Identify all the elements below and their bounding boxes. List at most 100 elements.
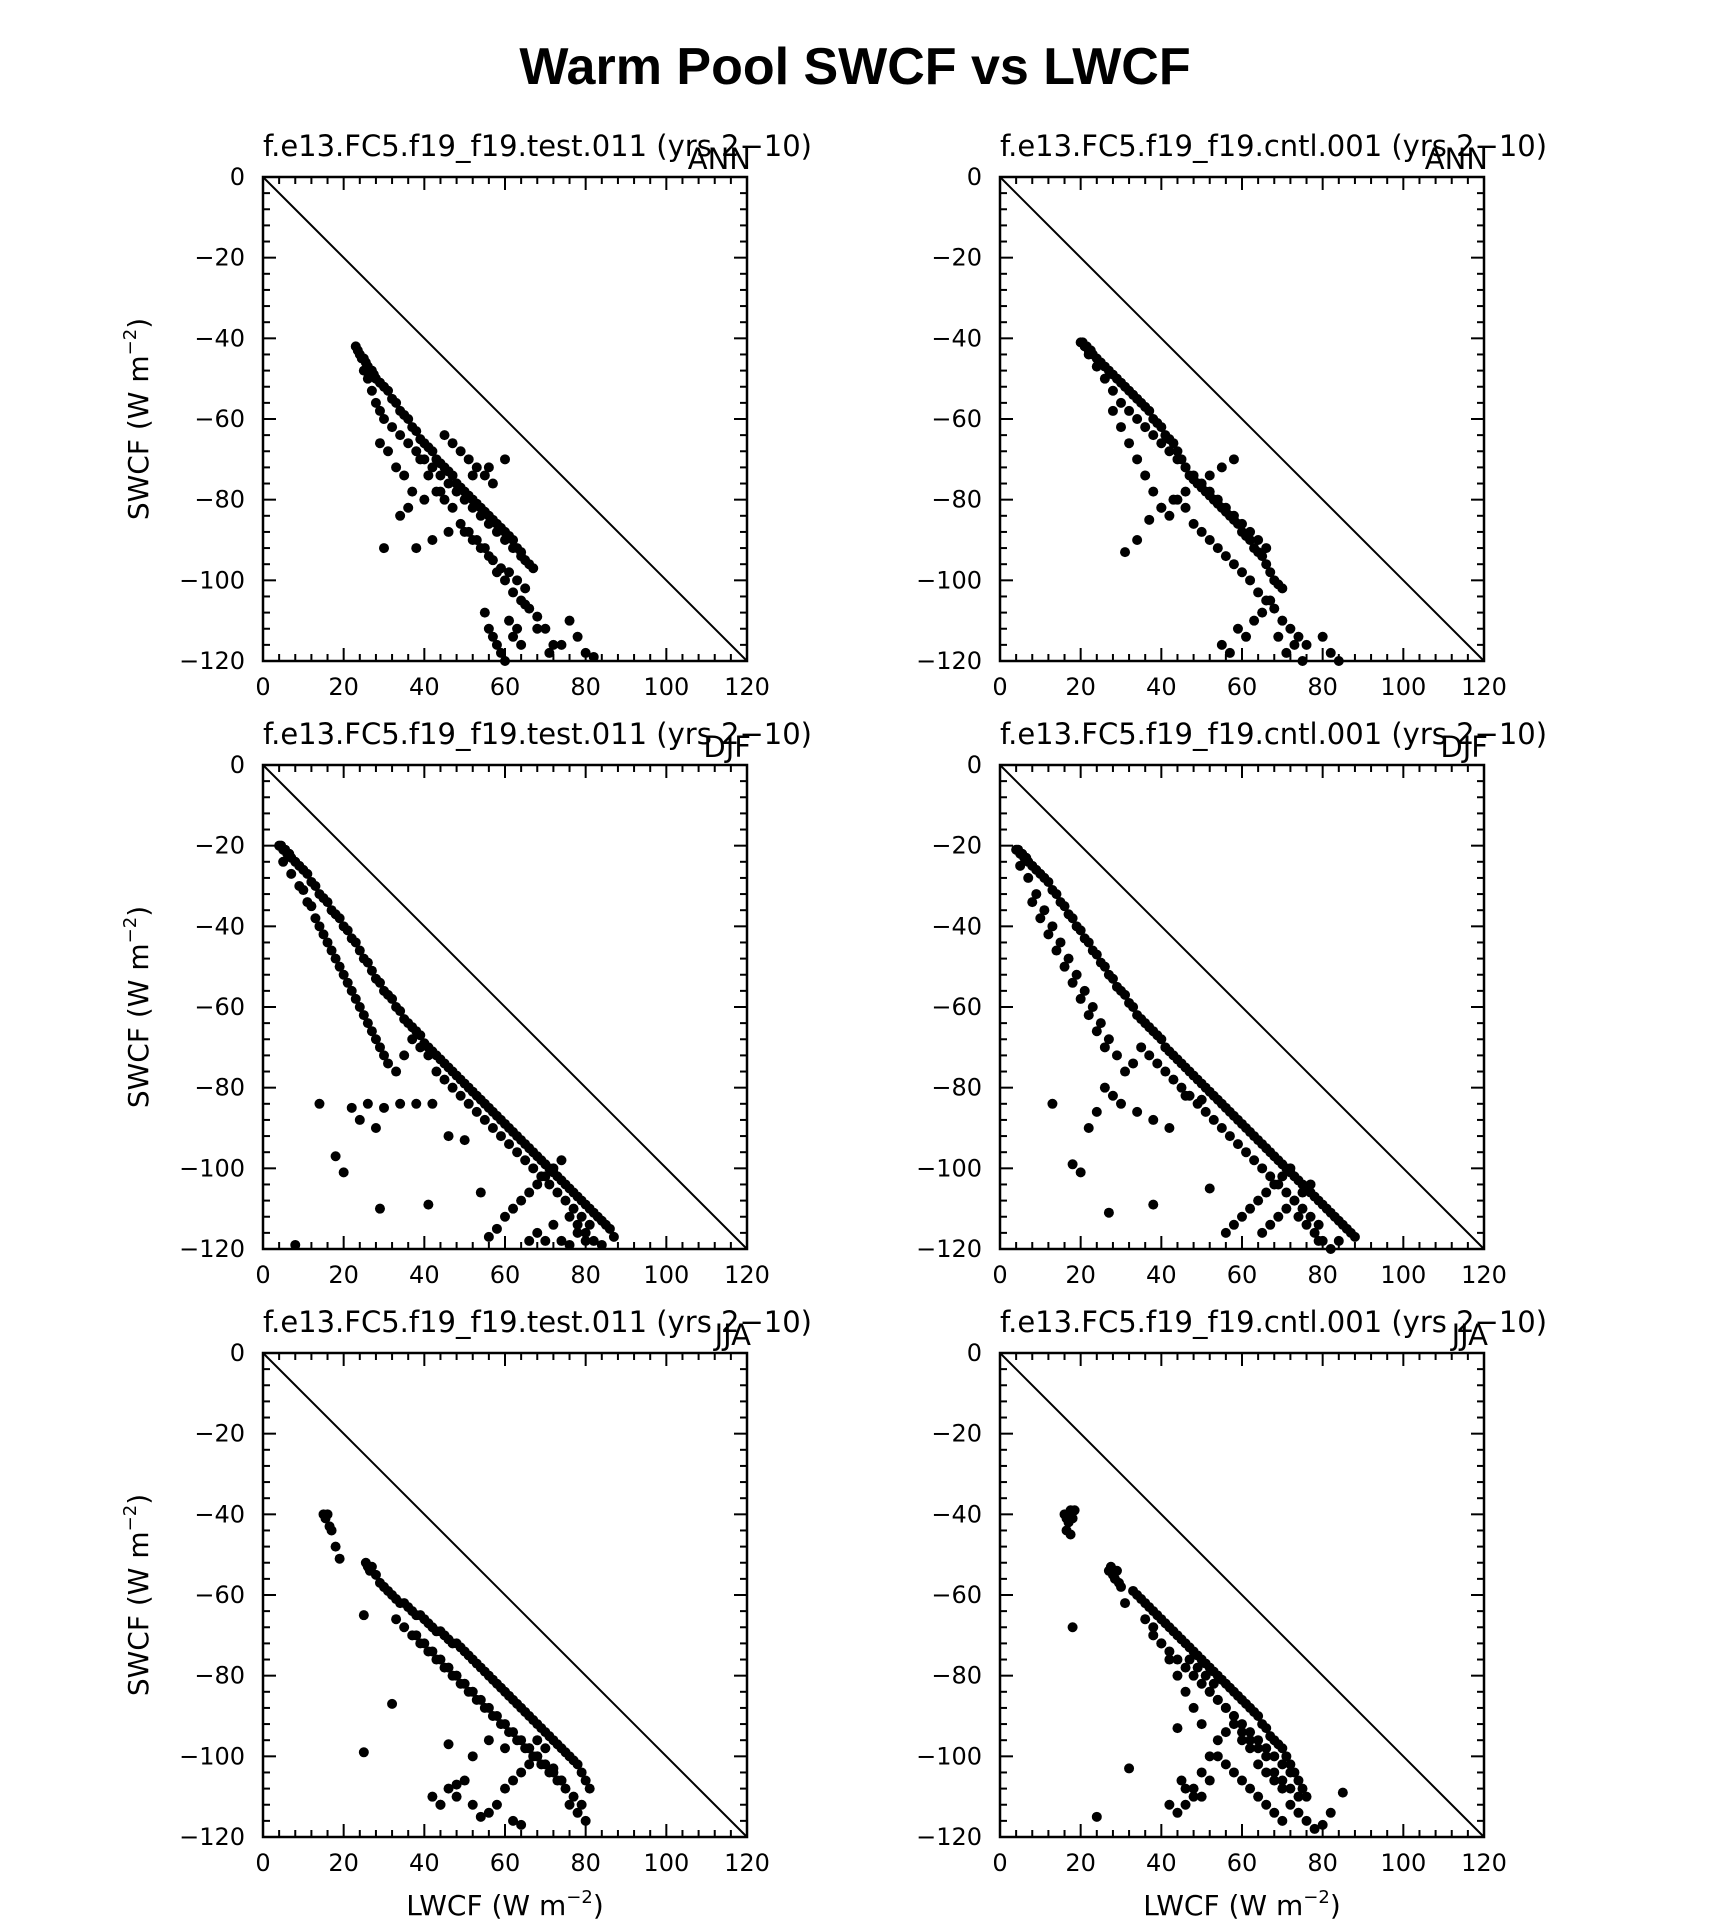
axis-ticks [999, 176, 1485, 662]
data-point [483, 623, 494, 634]
data-point [1091, 1026, 1102, 1037]
data-point [1144, 1050, 1155, 1061]
data-point [1269, 1767, 1280, 1778]
data-point [415, 1042, 426, 1053]
data-point [564, 1211, 575, 1222]
data-point [1099, 1042, 1110, 1053]
data-point [1241, 1147, 1252, 1158]
x-tick-label: 60 [490, 1261, 521, 1289]
data-point [395, 1006, 406, 1017]
data-point [532, 1751, 543, 1762]
data-point [528, 563, 539, 574]
data-point [1285, 1759, 1296, 1770]
data-point [500, 454, 510, 465]
data-point [1043, 929, 1054, 940]
data-point [540, 1759, 551, 1770]
data-point [584, 1219, 595, 1230]
data-point [322, 1509, 333, 1520]
y-tick-label: −20 [194, 1420, 245, 1448]
data-point [1277, 1775, 1288, 1786]
data-point [1297, 1203, 1308, 1214]
x-tick-label: 60 [490, 1849, 521, 1877]
x-tick-label: 20 [328, 1849, 359, 1877]
data-point [1253, 1195, 1264, 1206]
data-point [1091, 1106, 1102, 1117]
data-point [1228, 559, 1239, 570]
data-point [1196, 1094, 1207, 1105]
data-point [1257, 1163, 1268, 1174]
data-point [1156, 422, 1167, 433]
data-point [1095, 1018, 1106, 1029]
data-point [1091, 1811, 1102, 1822]
data-point [318, 929, 329, 940]
data-point [427, 462, 438, 473]
data-point [435, 486, 446, 497]
data-point [1067, 1159, 1078, 1170]
data-point [572, 1219, 583, 1230]
data-point [1253, 587, 1264, 598]
data-point [1148, 486, 1159, 497]
data-point [379, 414, 389, 424]
data-point [1253, 1791, 1264, 1802]
data-point [1164, 510, 1175, 521]
y-tick-label: −120 [916, 647, 982, 675]
data-point [467, 470, 478, 481]
data-point [1148, 1199, 1159, 1210]
y-tick-label: −120 [179, 1235, 245, 1263]
data-point [334, 961, 345, 972]
figure-title: Warm Pool SWCF vs LWCF [519, 38, 1190, 96]
data-point [467, 535, 478, 545]
data-point [1325, 1244, 1336, 1254]
data-point [483, 1231, 494, 1242]
data-point [342, 925, 353, 936]
y-tick-label: −60 [931, 1581, 982, 1609]
data-point [1277, 1171, 1288, 1182]
x-tick-label: 40 [1146, 673, 1177, 701]
data-point [1293, 1211, 1304, 1222]
data-point [548, 1763, 559, 1774]
data-point [370, 1123, 381, 1133]
data-point [544, 647, 555, 658]
data-point [1285, 1163, 1296, 1174]
data-point [1333, 1235, 1344, 1246]
data-point [1325, 1807, 1336, 1818]
data-point [500, 1743, 510, 1754]
data-point [1237, 518, 1247, 529]
data-point [516, 1195, 527, 1206]
data-point [471, 1106, 482, 1117]
data-point [1208, 1678, 1219, 1689]
x-tick-label: 40 [409, 1261, 440, 1289]
data-point [374, 438, 385, 449]
data-point [459, 1135, 470, 1146]
data-point [1176, 1775, 1187, 1786]
data-point [1180, 462, 1191, 473]
data-point [334, 1553, 345, 1564]
data-point [1120, 1598, 1131, 1609]
x-tick-label: 80 [1307, 1261, 1338, 1289]
y-tick-label: −40 [931, 324, 982, 352]
data-point [1253, 535, 1264, 545]
data-point [391, 1066, 402, 1077]
data-point [1216, 462, 1227, 473]
data-point [286, 868, 297, 879]
data-point [1228, 1767, 1239, 1778]
data-point [1232, 1139, 1243, 1150]
panels: 0 20 40 60 80 100 120 0 −20 −40 −60 −80 −100 −120 f.e1… [120, 129, 1547, 1922]
data-point [443, 1783, 454, 1794]
scatter-panel-6: 0 20 40 60 80 100 120 0 −20 −40 −60 −80 −100 −120 f.e1… [916, 1305, 1547, 1922]
panel-title: f.e13.FC5.f19_f19.test.011 (yrs 2−10) [263, 1305, 812, 1339]
data-point [487, 631, 498, 642]
data-point [1067, 1622, 1078, 1633]
data-point [576, 1211, 587, 1222]
data-point [1212, 494, 1223, 505]
data-point [451, 486, 462, 497]
scatter-panel-1: 0 20 40 60 80 100 120 0 −20 −40 −60 −80 −100 −120 f.e1… [120, 129, 812, 701]
data-point [1103, 1207, 1114, 1218]
data-point [1317, 1819, 1328, 1830]
data-point [1245, 1735, 1256, 1746]
data-point [1136, 1042, 1147, 1053]
data-point [1200, 1670, 1211, 1681]
data-point [1204, 1751, 1215, 1762]
data-point [370, 397, 381, 408]
